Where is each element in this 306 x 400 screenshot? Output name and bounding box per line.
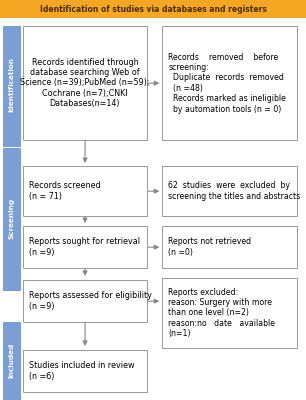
Text: Reports sought for retrieval
(n =9): Reports sought for retrieval (n =9) xyxy=(29,237,140,257)
Text: Studies included in review
(n =6): Studies included in review (n =6) xyxy=(29,361,135,381)
FancyBboxPatch shape xyxy=(23,226,147,268)
Text: Identification of studies via databases and registers: Identification of studies via databases … xyxy=(39,4,267,14)
FancyBboxPatch shape xyxy=(162,26,297,140)
FancyBboxPatch shape xyxy=(23,350,147,392)
Text: Included: Included xyxy=(9,342,14,378)
Text: Reports excluded:
reason: Surgery with more
than one level (n=2)
reason:no   dat: Reports excluded: reason: Surgery with m… xyxy=(168,288,275,338)
FancyBboxPatch shape xyxy=(3,322,20,400)
FancyBboxPatch shape xyxy=(3,26,20,146)
FancyBboxPatch shape xyxy=(23,280,147,322)
FancyBboxPatch shape xyxy=(162,226,297,268)
Text: Identification: Identification xyxy=(9,56,14,112)
Text: Records    removed    before
screening:
  Duplicate  records  removed
  (n =48)
: Records removed before screening: Duplic… xyxy=(168,52,286,114)
Text: Screening: Screening xyxy=(9,198,14,238)
Text: 62  studies  were  excluded  by
screening the titles and abstracts: 62 studies were excluded by screening th… xyxy=(168,181,300,201)
Text: Reports not retrieved
(n =0): Reports not retrieved (n =0) xyxy=(168,237,252,257)
FancyBboxPatch shape xyxy=(23,26,147,140)
Text: Reports assessed for eligibility
(n =9): Reports assessed for eligibility (n =9) xyxy=(29,291,152,311)
FancyBboxPatch shape xyxy=(23,166,147,216)
FancyBboxPatch shape xyxy=(162,278,297,348)
Text: Records screened
(n = 71): Records screened (n = 71) xyxy=(29,181,101,201)
FancyBboxPatch shape xyxy=(162,166,297,216)
Text: Records identified through
database searching Web of
Science (n=39);PubMed (n=59: Records identified through database sear… xyxy=(20,58,150,108)
FancyBboxPatch shape xyxy=(0,0,306,18)
FancyBboxPatch shape xyxy=(3,148,20,290)
